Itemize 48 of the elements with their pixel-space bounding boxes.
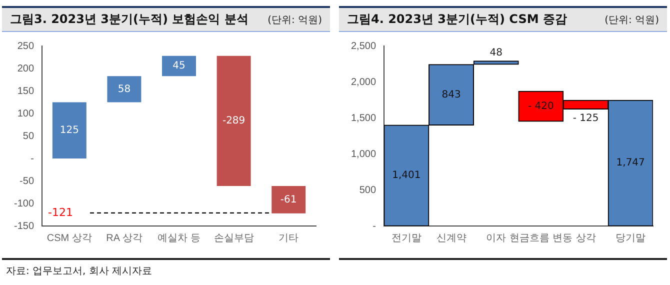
- x-tick-label: 예실차 등: [158, 232, 200, 244]
- data-label: 1,747: [616, 158, 645, 169]
- data-label: 1,401: [392, 170, 421, 182]
- y-tick-label: -50: [20, 176, 34, 187]
- data-label: 125: [60, 124, 79, 136]
- y-tick-label: 1,500: [350, 112, 376, 124]
- y-tick-label: 1,000: [350, 148, 376, 160]
- chart-title: 그림4. 2023년 3분기(누적) CSM 증감: [347, 11, 567, 28]
- x-tick-label: 이자: [486, 232, 506, 244]
- data-label: 58: [118, 84, 131, 95]
- bar: [107, 76, 142, 102]
- y-tick-label: 150: [17, 86, 34, 97]
- chart-subtitle: (단위: 억원): [604, 14, 659, 26]
- text: 자료: 업무보고서, 회사 제시자료: [6, 265, 152, 278]
- chart-title: 그림3. 2023년 3분기(누적) 보험손익 분석: [10, 11, 248, 28]
- data-label: -61: [280, 194, 297, 206]
- y-tick-label: 2,000: [350, 76, 376, 88]
- y-tick-label: 50: [22, 130, 34, 142]
- y-tick-label: -100: [14, 198, 34, 210]
- y-tick-label: 100: [17, 108, 34, 120]
- y-tick-label: 2,500: [350, 40, 376, 52]
- y-tick-label: 500: [359, 184, 376, 196]
- data-label: 45: [172, 60, 186, 72]
- y-tick-label: 250: [17, 40, 34, 52]
- bar: [162, 56, 196, 76]
- bar: [216, 56, 251, 186]
- x-tick-label: 기타: [278, 232, 299, 244]
- y-tick-label: -: [30, 153, 34, 164]
- data-label: - 420: [528, 100, 554, 112]
- x-tick-label: 신계약: [436, 232, 466, 244]
- bar: [52, 102, 86, 158]
- x-tick-label: 현금흐름 변동: [510, 232, 572, 244]
- x-tick-label: RA 상각: [106, 232, 142, 244]
- chart-subtitle: (단위: 억원): [268, 14, 322, 26]
- x-tick-label: 상각: [576, 232, 596, 244]
- x-tick-label: 손실부담: [214, 232, 254, 244]
- x-tick-label: CSM 상각: [46, 232, 92, 244]
- x-tick-label: 당기말: [616, 232, 646, 244]
- data-label: -289: [222, 116, 246, 127]
- data-label: - 125: [572, 112, 599, 124]
- data-label: 843: [442, 89, 461, 100]
- y-tick-label: -: [372, 220, 376, 232]
- bar: [272, 186, 306, 214]
- y-tick-label: -150: [14, 220, 34, 232]
- y-tick-label: 200: [17, 63, 34, 74]
- data-label: 48: [490, 48, 502, 59]
- ref-line-label: -121: [48, 206, 73, 219]
- x-tick-label: 전기말: [391, 232, 422, 244]
